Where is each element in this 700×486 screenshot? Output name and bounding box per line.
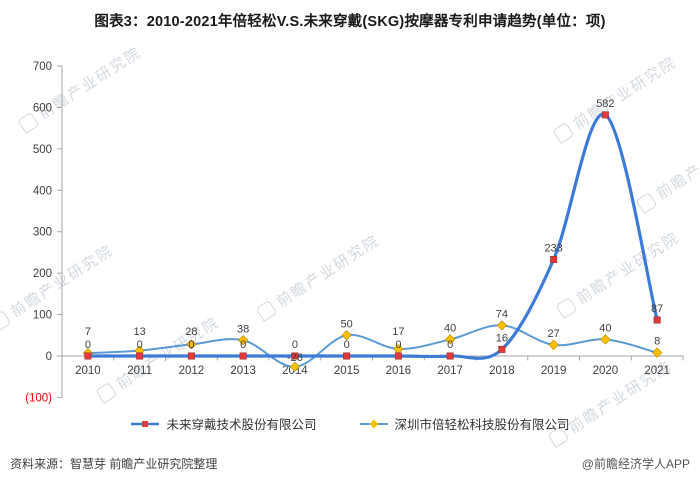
data-point-marker-future <box>601 111 609 119</box>
data-label-future: 16 <box>496 332 508 344</box>
x-category-label: 2012 <box>179 365 205 377</box>
legend-label: 深圳市倍轻松科技股份有限公司 <box>394 418 570 432</box>
x-category-label: 2015 <box>334 365 360 377</box>
data-point-marker-future <box>136 352 144 360</box>
data-label-future: 0 <box>447 339 453 351</box>
data-point-marker-breo <box>548 339 559 350</box>
data-label-breo: 17 <box>392 326 404 338</box>
data-label-breo: 38 <box>237 323 249 335</box>
data-point-marker-future <box>239 352 247 360</box>
series-line-1 <box>86 324 659 368</box>
data-label-future: 0 <box>85 339 91 351</box>
x-category-label: 2013 <box>230 365 256 377</box>
data-label-future: 87 <box>651 303 663 315</box>
data-point-marker-future <box>394 352 402 360</box>
data-label-future: 0 <box>395 339 401 351</box>
data-point-marker-breo <box>651 347 663 358</box>
data-point-marker-future <box>498 345 506 353</box>
data-label-breo: 40 <box>599 322 611 334</box>
y-tick-label: 100 <box>33 310 52 322</box>
x-category-label: 2011 <box>127 365 152 377</box>
data-label-future: 233 <box>544 242 562 254</box>
square-marker-icon <box>131 420 160 427</box>
data-point-marker-future <box>187 352 195 360</box>
data-label-breo: 28 <box>185 326 197 338</box>
data-point-marker-future <box>84 352 92 360</box>
data-point-marker-breo <box>186 339 197 350</box>
x-category-label: 2018 <box>489 365 515 377</box>
brand-note: @前瞻经济学人APP <box>581 457 690 471</box>
y-tick-label: 200 <box>33 268 52 280</box>
data-label-future: 0 <box>292 339 298 351</box>
y-tick-label: 300 <box>33 227 52 239</box>
legend-item-0: 未来穿戴技术股份有限公司 <box>130 414 317 433</box>
legend-item-1: 深圳市倍轻松科技股份有限公司 <box>359 414 570 433</box>
data-point-marker-breo <box>237 335 249 346</box>
data-label-breo: 8 <box>654 336 660 348</box>
data-label-future: 0 <box>188 339 194 351</box>
data-label-breo: 7 <box>85 326 91 338</box>
legend: 未来穿戴技术股份有限公司 深圳市倍轻松科技股份有限公司 <box>0 414 700 433</box>
data-label-breo: 40 <box>444 322 456 334</box>
data-label-breo: 27 <box>548 328 560 340</box>
data-point-marker-breo <box>496 320 508 331</box>
data-label-breo: -26 <box>287 352 303 364</box>
data-point-marker-future <box>291 352 299 360</box>
diamond-marker-icon <box>359 419 388 428</box>
legend-label: 未来穿戴技术股份有限公司 <box>166 418 317 432</box>
data-point-marker-breo <box>341 330 352 341</box>
x-category-label: 2021 <box>644 365 670 377</box>
data-point-marker-future <box>550 255 558 263</box>
y-tick-label: (100) <box>25 392 52 404</box>
data-label-future: 0 <box>240 339 246 351</box>
series-line-0 <box>86 112 659 360</box>
footer: 资料来源：智慧芽 前瞻产业研究院整理 @前瞻经济学人APP <box>0 455 700 472</box>
y-tick-label: 400 <box>33 185 52 197</box>
y-tick-label: 600 <box>33 102 52 114</box>
data-point-marker-future <box>653 316 661 324</box>
data-label-future: 0 <box>137 339 143 351</box>
data-point-marker-breo <box>444 334 456 345</box>
x-category-label: 2019 <box>541 365 567 377</box>
x-category-label: 2016 <box>386 365 412 377</box>
y-tick-label: 0 <box>46 351 52 363</box>
data-label-future: 0 <box>344 339 350 351</box>
chart-title: 图表3：2010-2021年倍轻松V.S.未来穿戴(SKG)按摩器专利申请趋势(… <box>94 14 606 30</box>
y-tick-label: 700 <box>33 61 52 73</box>
x-category-label: 2017 <box>437 365 463 377</box>
x-category-label: 2010 <box>75 365 101 377</box>
data-label-breo: 50 <box>341 318 353 330</box>
x-category-label: 2020 <box>593 365 619 377</box>
y-tick-label: 500 <box>33 144 52 156</box>
source-note: 资料来源：智慧芽 前瞻产业研究院整理 <box>10 457 218 471</box>
data-label-future: 582 <box>596 98 614 110</box>
data-label-breo: 13 <box>134 326 146 338</box>
data-point-marker-future <box>446 352 454 360</box>
data-label-breo: 74 <box>496 308 508 320</box>
data-point-marker-future <box>343 352 351 360</box>
data-point-marker-breo <box>289 361 301 372</box>
data-point-marker-breo <box>600 334 611 345</box>
